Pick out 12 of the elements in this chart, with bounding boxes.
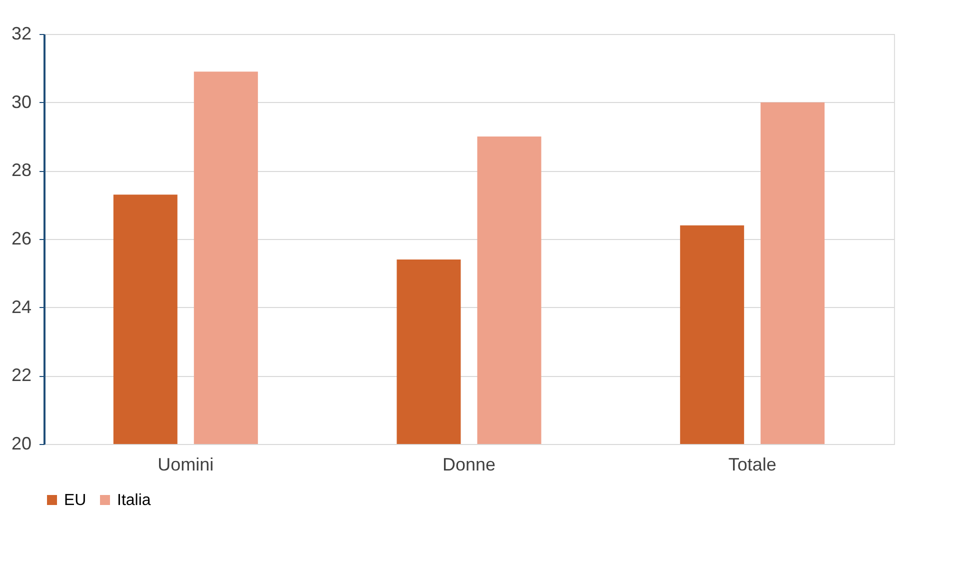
y-tick-label: 28 <box>11 160 32 180</box>
y-tick-label: 32 <box>11 24 32 44</box>
y-tick-label: 30 <box>11 92 32 112</box>
y-tick-label: 22 <box>11 365 32 386</box>
y-tick-label: 20 <box>11 434 32 454</box>
legend-label: Italia <box>117 492 151 509</box>
y-tick-label: 24 <box>11 296 32 317</box>
x-tick-label: Donne <box>442 454 496 474</box>
x-tick-label: Totale <box>728 454 776 474</box>
y-tick-label: 26 <box>11 228 32 248</box>
legend-label: EU <box>64 492 86 509</box>
x-tick-label: Uomini <box>158 454 214 474</box>
